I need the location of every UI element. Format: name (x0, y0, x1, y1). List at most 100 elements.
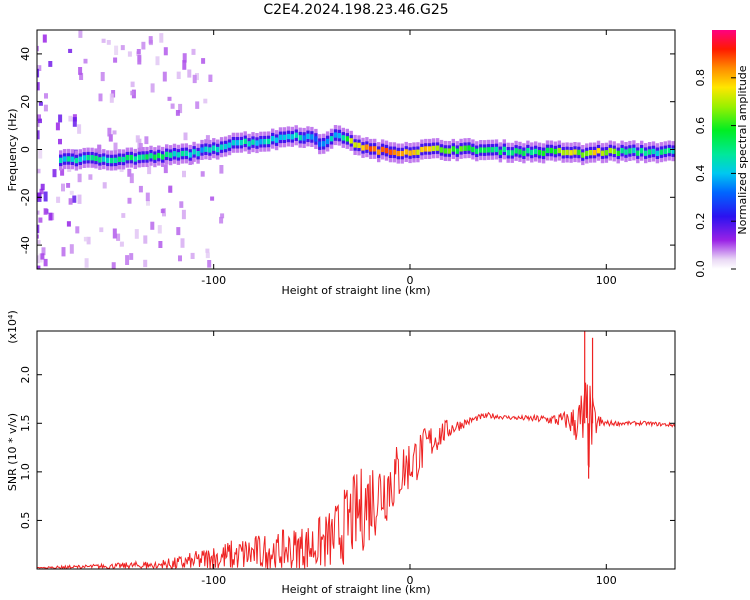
noise-speck (37, 192, 41, 200)
spectral-peak (314, 136, 318, 142)
spectral-peak (216, 146, 220, 153)
y-tick-label: 1.5 (19, 415, 32, 433)
figure-title: C2E4.2024.198.23.46.G25 (263, 2, 448, 18)
noise-speck (88, 174, 93, 180)
x-tick-label: -100 (201, 274, 226, 287)
noise-speck (83, 58, 88, 64)
spectral-peak (196, 151, 200, 157)
noise-speck (58, 114, 63, 123)
noise-speck (207, 260, 212, 268)
spectral-peak (86, 155, 90, 161)
noise-speck (127, 51, 132, 57)
y-tick-label: 2.0 (19, 366, 32, 384)
spectral-peak (137, 154, 141, 161)
spectral-peak (655, 150, 660, 156)
noise-speck (38, 217, 43, 223)
spectral-peak (125, 155, 130, 161)
noise-speck (219, 216, 224, 224)
spectral-peak (329, 136, 334, 142)
spectral-peak (600, 150, 605, 156)
noise-speck (127, 197, 132, 204)
noise-speck (178, 103, 183, 114)
noise-speck (183, 132, 188, 141)
noise-speck (37, 130, 40, 140)
noise-speck (98, 93, 103, 102)
noise-speck (37, 119, 40, 127)
spectral-peak (180, 150, 185, 157)
spectral-peak (518, 149, 522, 155)
noise-speck (109, 93, 114, 103)
noise-speck (138, 185, 143, 193)
noise-speck (145, 192, 150, 202)
noise-speck (37, 210, 40, 215)
noise-speck (176, 227, 181, 236)
spectral-peak (341, 135, 345, 141)
spectrogram-heatmap (37, 30, 675, 269)
colorbar-label: Normalized spectral amplitude (736, 65, 749, 234)
spectral-peak (204, 146, 208, 152)
spectral-peak (592, 150, 597, 156)
noise-speck (120, 45, 125, 51)
spectral-peak (66, 156, 71, 162)
snr-y-label: SNR (10 * v/v) (6, 413, 19, 491)
noise-speck (143, 235, 148, 244)
spectral-peak (98, 157, 102, 163)
spectral-peak (298, 135, 302, 141)
noise-speck (66, 221, 71, 227)
noise-speck (37, 65, 40, 71)
spectral-peak (361, 145, 365, 151)
spectral-peak (577, 149, 581, 156)
y-tick-label: -20 (19, 188, 32, 206)
spectral-peak (184, 150, 188, 156)
spectral-peak (510, 150, 514, 156)
spectral-peak (310, 134, 314, 140)
spectral-peak (447, 148, 451, 154)
noise-speck (129, 173, 134, 184)
spectral-peak (569, 150, 573, 156)
spectral-peak (663, 148, 667, 154)
spectral-peak (247, 141, 251, 147)
spectral-peak (439, 147, 444, 153)
noise-speck (181, 209, 186, 220)
noise-speck (201, 58, 206, 64)
spectral-peak (443, 148, 448, 154)
spectral-peak (498, 149, 503, 155)
spectral-peak (165, 151, 169, 157)
spectral-peak (471, 146, 475, 153)
colorbar-tick-label: 0.8 (694, 69, 707, 87)
noise-speck (38, 101, 43, 106)
colorbar-tick-label: 0.6 (694, 117, 707, 135)
spectral-peak (585, 150, 589, 157)
spectral-peak (581, 152, 585, 158)
spectral-peak (636, 150, 640, 156)
spectral-peak (59, 157, 63, 163)
spectral-peak (188, 152, 192, 158)
spectral-peak (373, 146, 377, 152)
spectral-peak (557, 147, 561, 154)
noise-speck (157, 225, 162, 234)
spectral-peak (565, 149, 569, 156)
noise-speck (37, 234, 39, 239)
spectral-peak (290, 134, 294, 140)
spectral-peak (435, 145, 440, 151)
noise-speck (163, 47, 168, 56)
spectral-peak (451, 146, 455, 152)
spectral-peak (243, 138, 247, 144)
noise-speck (37, 82, 40, 91)
noise-speck (44, 93, 48, 99)
spectral-peak (176, 152, 181, 158)
spectral-peak (267, 138, 271, 145)
spectral-peak (647, 149, 652, 155)
spectral-peak (596, 148, 601, 154)
noise-speck (125, 255, 130, 265)
noise-speck (162, 71, 167, 82)
noise-speck (108, 134, 113, 142)
spectral-peak (388, 149, 393, 155)
noise-speck (182, 170, 186, 178)
noise-speck (83, 236, 88, 242)
spectral-peak (306, 133, 310, 139)
spectral-peak (612, 148, 616, 154)
spectral-peak (384, 148, 389, 154)
spectral-peak (416, 149, 420, 155)
noise-speck (114, 45, 119, 55)
